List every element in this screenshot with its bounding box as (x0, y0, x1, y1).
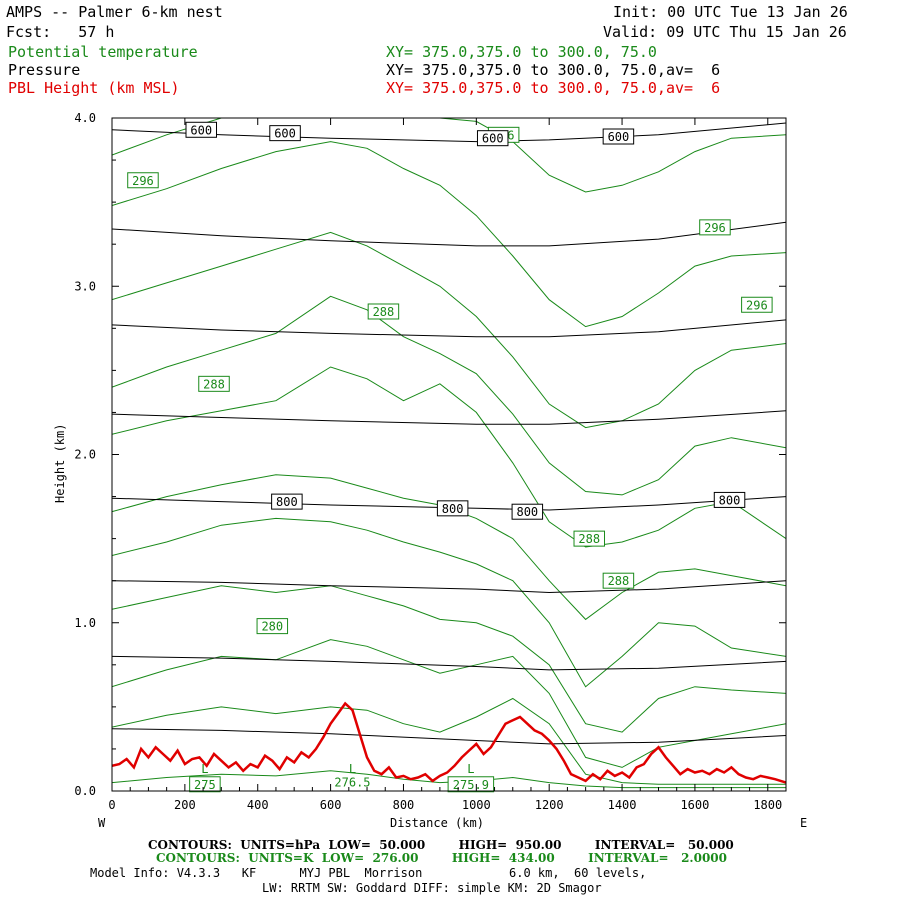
field2-name: Pressure (8, 61, 81, 79)
theta-contour-line (112, 366, 786, 548)
pressure-contour-label: 800 (719, 493, 741, 507)
field1-name: Potential temperature (8, 43, 198, 61)
x-tick-label: 1800 (753, 798, 782, 812)
pressure-contour-line (112, 122, 786, 143)
x-tick-label: 1400 (608, 798, 637, 812)
pressure-contour-label: 600 (482, 132, 504, 146)
pressure-contour-label-box (511, 503, 544, 520)
theta-contour-line (112, 639, 786, 768)
pressure-contour-label: 800 (276, 495, 298, 509)
footer-model-info: Model Info: V4.3.3 KF MYJ PBL Morrison 6… (90, 866, 647, 880)
field1-xy: XY= 375.0,375.0 to 300.0, 75.0 (386, 43, 657, 61)
west-label: W (98, 816, 106, 830)
y-tick-label: 3.0 (74, 279, 96, 293)
theta-contour-line (112, 585, 786, 733)
x-tick-label: 1000 (462, 798, 491, 812)
pressure-contour-line (112, 319, 786, 338)
field3-xy: XY= 375.0,375.0 to 300.0, 75.0,av= 6 (386, 79, 721, 97)
east-label: E (800, 816, 808, 830)
pressure-contour-label-box (713, 491, 746, 508)
footer-physics-info: LW: RRTM SW: Goddard DIFF: simple KM: 2D… (262, 881, 602, 895)
x-tick-label: 600 (320, 798, 342, 812)
theta-contour-label-box (127, 172, 159, 189)
x-tick-label: 400 (247, 798, 269, 812)
pressure-contour-line (112, 221, 786, 247)
theta-contour-label-box (198, 375, 230, 392)
pressure-contour-label-box (476, 130, 509, 147)
x-tick-label: 200 (174, 798, 196, 812)
theta-contour-label-box (256, 618, 289, 635)
pressure-contour-label: 600 (608, 130, 630, 144)
theta-contour-label-box (699, 219, 731, 236)
theta-contour-label: 275.9 (453, 778, 489, 792)
pressure-contour-label-box (436, 500, 469, 517)
low-marker-label: 276.5 (334, 776, 370, 790)
theta-contour-label-box (447, 776, 495, 793)
theta-contour-label: 288 (203, 377, 225, 391)
pressure-contour-line (112, 580, 786, 594)
init-time: Init: 00 UTC Tue 13 Jan 26 (613, 3, 848, 21)
footer-pressure-contours: CONTOURS: UNITS=hPa LOW= 50.000 HIGH= 95… (148, 838, 734, 852)
low-marker-label: L (201, 762, 208, 776)
theta-contour-label-box (602, 572, 635, 589)
forecast-hour: Fcst: 57 h (6, 23, 115, 41)
theta-contour-line (112, 697, 786, 785)
pressure-contour-line (112, 728, 786, 745)
y-tick-label: 4.0 (74, 111, 96, 125)
theta-contour-label: 275 (194, 778, 216, 792)
pressure-contour-label-box (269, 125, 301, 142)
field3-name: PBL Height (km MSL) (8, 79, 180, 97)
y-axis-label: Height (km) (53, 423, 67, 503)
x-tick-label: 0 (108, 798, 115, 812)
pressure-contour-label: 600 (274, 127, 296, 141)
theta-contour-label-box (189, 776, 221, 793)
pressure-contour-line (112, 496, 786, 511)
theta-contour-label: 288 (608, 574, 630, 588)
theta-contour-line (112, 517, 786, 688)
pressure-contour-label: 800 (442, 502, 464, 516)
low-marker-label: L (349, 762, 356, 776)
x-tick-label: 1200 (535, 798, 564, 812)
footer-theta-contours: CONTOURS: UNITS=K LOW= 276.00 HIGH= 434.… (156, 851, 727, 865)
theta-contour-label-box (741, 296, 773, 313)
theta-contour-line (112, 231, 786, 429)
y-tick-label: 2.0 (74, 448, 96, 462)
valid-time: Valid: 09 UTC Thu 15 Jan 26 (603, 23, 847, 41)
theta-contour-label: 296 (746, 298, 768, 312)
x-axis-label: Distance (km) (390, 816, 484, 830)
theta-contour-line (112, 295, 786, 496)
theta-contour-label: 296 (704, 221, 726, 235)
y-tick-label: 1.0 (74, 616, 96, 630)
theta-contour-line (112, 141, 786, 328)
pressure-contour-label-box (602, 128, 635, 145)
pressure-contour-label: 800 (516, 505, 538, 519)
x-tick-label: 1600 (680, 798, 709, 812)
theta-contour-label-box (573, 530, 606, 547)
pressure-contour-line (112, 410, 786, 425)
y-tick-label: 0.0 (74, 784, 96, 798)
pressure-contour-label: 600 (190, 123, 212, 137)
field2-xy: XY= 375.0,375.0 to 300.0, 75.0,av= 6 (386, 61, 721, 79)
x-tick-label: 800 (393, 798, 415, 812)
pressure-contour-line (112, 655, 786, 671)
low-marker-label: L (467, 762, 474, 776)
pbl-height-line (112, 701, 786, 784)
pressure-contour-label-box (185, 121, 218, 138)
theta-contour-label: 288 (578, 532, 600, 546)
pressure-contour-label-box (271, 493, 303, 510)
theta-contour-label: 288 (373, 305, 395, 319)
theta-contour-label: 296 (132, 174, 154, 188)
theta-contour-label: 280 (261, 620, 283, 634)
theta-contour-line (112, 474, 786, 621)
chart-title: AMPS -- Palmer 6-km nest (6, 3, 223, 21)
theta-contour-label-box (367, 303, 400, 320)
